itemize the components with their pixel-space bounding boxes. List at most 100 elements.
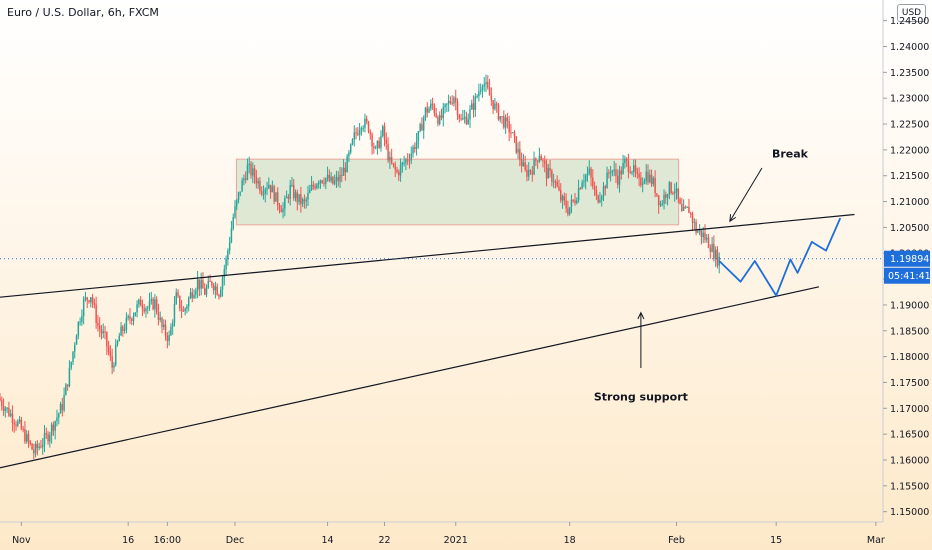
candle-body: [187, 298, 190, 307]
candle-body: [570, 199, 573, 207]
current-price-tag: [884, 250, 930, 267]
candle-body: [236, 199, 238, 207]
candle-body: [191, 292, 194, 299]
y-tick-label: 1.22500: [890, 120, 929, 131]
candle-body: [577, 188, 580, 201]
candle-body: [123, 329, 126, 331]
candle-body: [150, 298, 153, 302]
candle-body: [431, 103, 434, 106]
candle-body: [111, 356, 113, 368]
candle-body: [657, 195, 660, 206]
candle-body: [130, 318, 133, 321]
candle-body: [260, 190, 263, 195]
candle-body: [104, 331, 106, 333]
candle-body: [599, 199, 601, 203]
candle-body: [98, 325, 101, 330]
candle-body: [433, 105, 436, 114]
candle-body: [38, 446, 40, 449]
candle-body: [116, 341, 119, 345]
candle-body: [13, 422, 15, 425]
candle-body: [476, 96, 478, 98]
candle-body: [22, 428, 24, 430]
candle-body: [428, 108, 430, 113]
candle-body: [533, 158, 535, 175]
y-tick-label: 1.17500: [890, 378, 929, 389]
candle-body: [606, 172, 608, 189]
candle-body: [540, 155, 542, 161]
candle-body: [410, 153, 412, 161]
candle-body: [31, 443, 33, 450]
candle-body: [173, 304, 176, 323]
candle-body: [148, 301, 151, 308]
candle-body: [665, 194, 667, 198]
candle-body: [33, 449, 35, 454]
candle-body: [693, 222, 696, 224]
candle-body: [40, 446, 42, 448]
x-tick-label: Nov: [12, 535, 31, 546]
candle-body: [590, 168, 592, 178]
candle-body: [670, 182, 672, 193]
candle-body: [50, 424, 53, 436]
candle-body: [405, 159, 407, 163]
x-tick-label: 16:00: [154, 535, 181, 546]
y-tick-label: 1.18500: [890, 326, 929, 337]
candle-body: [544, 160, 546, 164]
candle-body: [143, 308, 145, 312]
candle-body: [360, 128, 363, 131]
candle-body: [417, 131, 420, 142]
candle-body: [682, 206, 685, 211]
candle-body: [479, 90, 482, 92]
candle-body: [542, 160, 544, 162]
candle-body: [581, 182, 583, 189]
candle-body: [556, 181, 558, 187]
candle-body: [179, 295, 181, 309]
candle-body: [707, 237, 710, 249]
candle-body: [225, 258, 227, 270]
candle-body: [139, 299, 142, 307]
candle-body: [679, 198, 681, 204]
candle-body: [182, 310, 185, 312]
candle-body: [4, 408, 7, 411]
x-tick-label: Mar: [867, 535, 885, 546]
projection-path: [718, 217, 842, 297]
candle-body: [310, 184, 313, 191]
candle-body: [536, 160, 539, 162]
candle-body: [467, 119, 469, 124]
candle-body: [588, 168, 591, 174]
candle-body: [122, 326, 124, 331]
candle-body: [430, 103, 432, 109]
candle-body: [335, 177, 338, 181]
candle-body: [633, 165, 635, 172]
candle-body: [638, 173, 640, 178]
candle-body: [695, 222, 697, 233]
candle-body: [79, 321, 81, 323]
candle-body: [579, 188, 582, 190]
candle-body: [471, 103, 473, 110]
candle-body: [136, 304, 138, 313]
candle-body: [446, 103, 448, 105]
x-tick-label: Feb: [668, 535, 685, 546]
candle-body: [629, 171, 631, 173]
candle-body: [700, 230, 703, 238]
candle-body: [422, 117, 425, 131]
candle-body: [483, 84, 485, 87]
candle-body: [711, 244, 713, 252]
candle-body: [600, 196, 603, 200]
candle-body: [321, 180, 323, 183]
candle-body: [508, 121, 510, 133]
candle-body: [218, 294, 220, 297]
candle-body: [49, 435, 51, 442]
candle-body: [171, 322, 174, 327]
candle-body: [561, 196, 564, 201]
candle-body: [465, 117, 468, 124]
candle-body: [383, 126, 386, 140]
candle-body: [195, 290, 197, 295]
currency-button[interactable]: USD: [897, 4, 926, 22]
candle-body: [27, 434, 30, 442]
candle-body: [109, 351, 112, 357]
candle-body: [157, 311, 160, 320]
candle-body: [661, 203, 663, 205]
candle-body: [415, 141, 418, 150]
candle-body: [276, 192, 279, 206]
candle-body: [29, 441, 32, 444]
